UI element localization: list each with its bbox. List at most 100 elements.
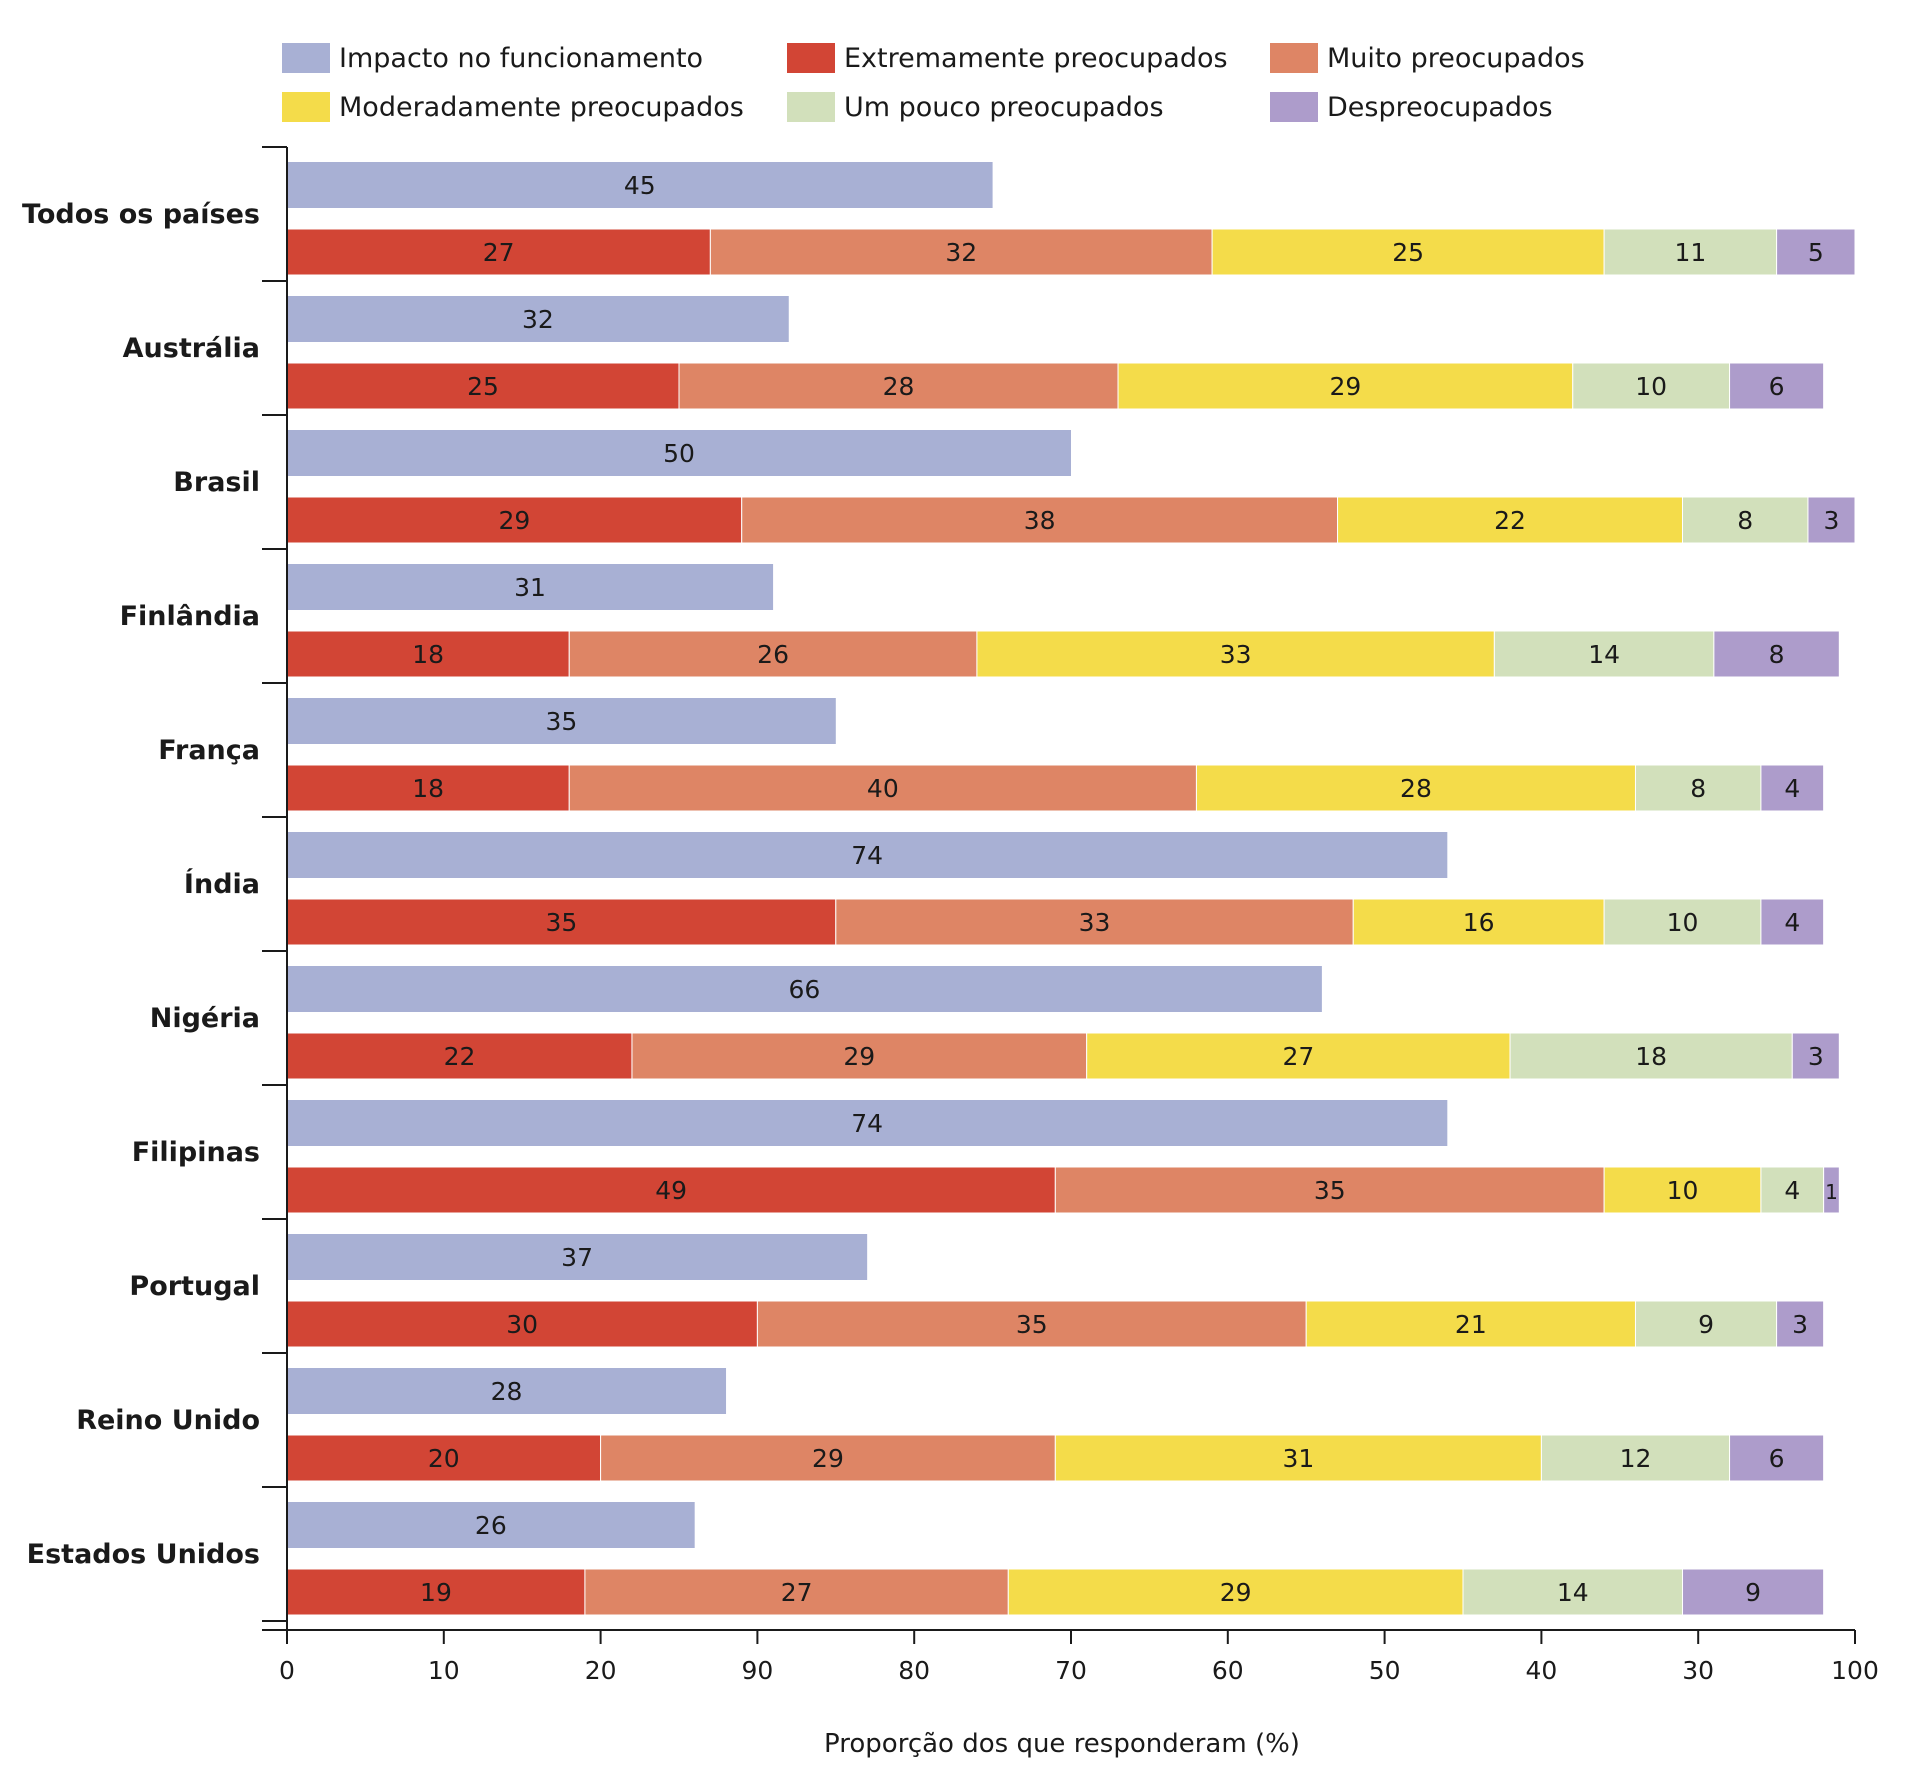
- legend: Impacto no funcionamento Extremamente pre…: [282, 43, 1585, 123]
- data-label: 29: [498, 506, 530, 535]
- bar-impact: [287, 698, 836, 744]
- x-tick-label: 80: [898, 1656, 930, 1685]
- data-label: 33: [1079, 908, 1111, 937]
- bar-segment: [1729, 1434, 1825, 1482]
- data-label: 27: [781, 1578, 813, 1607]
- legend-label: Um pouco preocupados: [844, 92, 1164, 123]
- data-label: 29: [812, 1444, 844, 1473]
- data-label: 35: [545, 908, 577, 937]
- bar-segment: [568, 630, 978, 678]
- legend-swatch: [1270, 92, 1318, 122]
- bar-segment: [756, 1300, 1307, 1348]
- x-tick-label: 90: [741, 1656, 773, 1685]
- bar-segment: [1760, 764, 1825, 812]
- legend-label: Moderadamente preocupados: [339, 92, 744, 123]
- bar-impact: [287, 430, 1071, 476]
- data-label: 35: [1314, 1176, 1346, 1205]
- category-label: Índia: [184, 868, 260, 900]
- data-label: 19: [420, 1578, 452, 1607]
- bar-segment: [1337, 496, 1684, 544]
- bar-segment: [286, 228, 711, 276]
- bar-segment: [1195, 764, 1636, 812]
- category-label: Estados Unidos: [27, 1539, 260, 1570]
- bar-segment: [1682, 496, 1809, 544]
- data-label: 22: [444, 1042, 476, 1071]
- data-label: 45: [624, 171, 656, 200]
- data-label: 29: [1220, 1578, 1252, 1607]
- data-label: 10: [1667, 1176, 1699, 1205]
- data-label: 6: [1769, 1444, 1785, 1473]
- bar-segment: [1634, 764, 1762, 812]
- legend-label: Muito preocupados: [1327, 43, 1585, 74]
- bar-segment: [600, 1434, 1056, 1482]
- x-tick-label: 50: [1369, 1656, 1401, 1685]
- bar-segment: [709, 228, 1213, 276]
- x-tick-label: 20: [585, 1656, 617, 1685]
- data-label: 14: [1557, 1578, 1589, 1607]
- legend-label: Extremamente preocupados: [844, 43, 1228, 74]
- data-label: 25: [1392, 238, 1424, 267]
- data-label: 4: [1784, 774, 1800, 803]
- bar-segment: [1603, 898, 1762, 946]
- legend-label: Despreocupados: [1327, 92, 1553, 123]
- bar-impact: [287, 1100, 1448, 1146]
- data-label: 74: [851, 841, 883, 870]
- data-label: 32: [945, 238, 977, 267]
- data-label: 30: [506, 1310, 538, 1339]
- legend-swatch: [1270, 43, 1318, 73]
- data-label: 4: [1784, 1176, 1800, 1205]
- bar-impact: [287, 966, 1322, 1012]
- category-label: Todos os países: [22, 199, 260, 230]
- x-tick-label: 60: [1212, 1656, 1244, 1685]
- data-label: 3: [1808, 1042, 1824, 1071]
- bar-impact: [287, 162, 993, 208]
- data-label: 3: [1792, 1310, 1808, 1339]
- bar-segment: [286, 496, 743, 544]
- bar-segment: [286, 1032, 633, 1080]
- category-label: Finlândia: [120, 601, 260, 632]
- bar-impact: [287, 1234, 868, 1280]
- x-tick-label: 0: [279, 1656, 295, 1685]
- data-label: 9: [1698, 1310, 1714, 1339]
- data-label: 18: [1635, 1042, 1667, 1071]
- data-label: 31: [514, 573, 546, 602]
- legend-swatch: [282, 92, 330, 122]
- bar-segment: [1713, 630, 1840, 678]
- legend-label: Impacto no funcionamento: [339, 43, 703, 74]
- data-label: 29: [1329, 372, 1361, 401]
- x-axis-title: Proporção dos que responderam (%): [824, 1729, 1300, 1759]
- bar-impact: [287, 1368, 727, 1414]
- x-tick-label: 30: [1682, 1656, 1714, 1685]
- data-label: 35: [545, 707, 577, 736]
- category-label: Portugal: [129, 1271, 260, 1302]
- bar-segment: [1760, 898, 1825, 946]
- data-label: 5: [1808, 238, 1824, 267]
- bar-segment: [286, 764, 570, 812]
- data-label: 28: [1400, 774, 1432, 803]
- legend-swatch: [787, 43, 835, 73]
- bar-segment: [1682, 1568, 1825, 1616]
- bar-segment: [1509, 1032, 1793, 1080]
- legend-swatch: [787, 92, 835, 122]
- data-label: 8: [1737, 506, 1753, 535]
- x-tick-label: 40: [1525, 1656, 1557, 1685]
- bar-segment: [678, 362, 1119, 410]
- bar-impact: [287, 564, 774, 610]
- bar-impact: [287, 1502, 695, 1548]
- bar-segment: [1007, 1568, 1464, 1616]
- data-label: 37: [561, 1243, 593, 1272]
- x-tick-label: 70: [1055, 1656, 1087, 1685]
- bar-segment: [1791, 1032, 1840, 1080]
- bar-impact: [287, 832, 1448, 878]
- bar-segment: [1462, 1568, 1684, 1616]
- data-label: 18: [412, 640, 444, 669]
- data-label: 29: [843, 1042, 875, 1071]
- data-label: 11: [1674, 238, 1706, 267]
- data-label: 28: [883, 372, 915, 401]
- data-label: 16: [1463, 908, 1495, 937]
- bar-segment: [286, 362, 680, 410]
- bar-segment: [286, 1300, 758, 1348]
- bar-segment: [835, 898, 1354, 946]
- bar-segment: [1211, 228, 1605, 276]
- bar-segment: [1807, 496, 1856, 544]
